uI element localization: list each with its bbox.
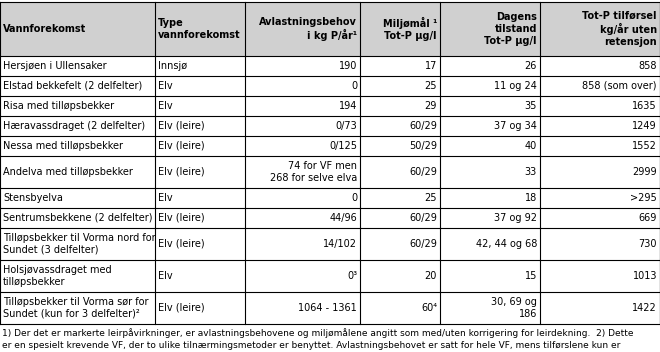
Text: Dagens
tilstand
Tot-P µg/l: Dagens tilstand Tot-P µg/l bbox=[484, 12, 537, 46]
Text: 25: 25 bbox=[424, 193, 437, 203]
Text: 15: 15 bbox=[525, 271, 537, 281]
Text: Risa med tilløpsbekker: Risa med tilløpsbekker bbox=[3, 101, 114, 111]
Text: Elv (leire): Elv (leire) bbox=[158, 213, 205, 223]
Text: Avlastningsbehov
i kg P/år¹: Avlastningsbehov i kg P/år¹ bbox=[259, 17, 357, 41]
Text: 11 og 24: 11 og 24 bbox=[494, 81, 537, 91]
Text: 29: 29 bbox=[424, 101, 437, 111]
Text: 60/29: 60/29 bbox=[409, 121, 437, 131]
Text: 858 (som over): 858 (som over) bbox=[583, 81, 657, 91]
Text: >295: >295 bbox=[630, 193, 657, 203]
Text: 17: 17 bbox=[424, 61, 437, 71]
Text: 0: 0 bbox=[351, 193, 357, 203]
Text: Elv (leire): Elv (leire) bbox=[158, 167, 205, 177]
Text: 1552: 1552 bbox=[632, 141, 657, 151]
Text: 60⁴: 60⁴ bbox=[421, 303, 437, 313]
Text: Tot-P tilførsel
kg/år uten
retensjon: Tot-P tilførsel kg/år uten retensjon bbox=[583, 11, 657, 47]
Text: 0³: 0³ bbox=[347, 271, 357, 281]
Text: 26: 26 bbox=[525, 61, 537, 71]
Text: 1422: 1422 bbox=[632, 303, 657, 313]
Text: Elv: Elv bbox=[158, 101, 173, 111]
Text: Hæravassdraget (2 delfelter): Hæravassdraget (2 delfelter) bbox=[3, 121, 145, 131]
Text: 1013: 1013 bbox=[632, 271, 657, 281]
Text: 40: 40 bbox=[525, 141, 537, 151]
Text: 194: 194 bbox=[339, 101, 357, 111]
Bar bbox=[0, 260, 660, 292]
Bar bbox=[0, 156, 660, 188]
Bar bbox=[0, 116, 660, 136]
Text: Elstad bekkefelt (2 delfelter): Elstad bekkefelt (2 delfelter) bbox=[3, 81, 143, 91]
Text: Tilløpsbekker til Vorma sør for
Sundet (kun for 3 delfelter)²: Tilløpsbekker til Vorma sør for Sundet (… bbox=[3, 297, 148, 319]
Text: Holsjøvassdraget med
tilløpsbekker: Holsjøvassdraget med tilløpsbekker bbox=[3, 265, 112, 287]
Text: 1064 - 1361: 1064 - 1361 bbox=[298, 303, 357, 313]
Text: 42, 44 og 68: 42, 44 og 68 bbox=[476, 239, 537, 249]
Text: 60/29: 60/29 bbox=[409, 213, 437, 223]
Text: 0/73: 0/73 bbox=[335, 121, 357, 131]
Text: Elv (leire): Elv (leire) bbox=[158, 121, 205, 131]
Text: Miljømål ¹
Tot-P µg/l: Miljømål ¹ Tot-P µg/l bbox=[383, 17, 437, 41]
Text: 669: 669 bbox=[639, 213, 657, 223]
Text: 60/29: 60/29 bbox=[409, 167, 437, 177]
Text: 14/102: 14/102 bbox=[323, 239, 357, 249]
Text: 35: 35 bbox=[525, 101, 537, 111]
Text: Stensbyelva: Stensbyelva bbox=[3, 193, 63, 203]
Text: Elv (leire): Elv (leire) bbox=[158, 141, 205, 151]
Text: 74 for VF men
268 for selve elva: 74 for VF men 268 for selve elva bbox=[270, 161, 357, 183]
Text: 0/125: 0/125 bbox=[329, 141, 357, 151]
Text: 60/29: 60/29 bbox=[409, 239, 437, 249]
Bar bbox=[0, 76, 660, 96]
Text: Elv: Elv bbox=[158, 81, 173, 91]
Text: 50/29: 50/29 bbox=[409, 141, 437, 151]
Text: 1) Der det er markerte leirpåvirkninger, er avlastningsbehovene og miljømålene a: 1) Der det er markerte leirpåvirkninger,… bbox=[2, 328, 634, 338]
Bar bbox=[0, 228, 660, 260]
Text: 37 og 92: 37 og 92 bbox=[494, 213, 537, 223]
Text: 190: 190 bbox=[339, 61, 357, 71]
Text: Elv: Elv bbox=[158, 193, 173, 203]
Text: Vannforekomst: Vannforekomst bbox=[3, 24, 86, 34]
Bar bbox=[0, 2, 660, 56]
Text: Andelva med tilløpsbekker: Andelva med tilløpsbekker bbox=[3, 167, 133, 177]
Text: 1635: 1635 bbox=[632, 101, 657, 111]
Text: Nessa med tilløpsbekker: Nessa med tilløpsbekker bbox=[3, 141, 123, 151]
Text: 33: 33 bbox=[525, 167, 537, 177]
Text: 1249: 1249 bbox=[632, 121, 657, 131]
Bar bbox=[0, 136, 660, 156]
Text: 2999: 2999 bbox=[632, 167, 657, 177]
Text: 18: 18 bbox=[525, 193, 537, 203]
Text: 858: 858 bbox=[638, 61, 657, 71]
Text: 44/96: 44/96 bbox=[329, 213, 357, 223]
Text: 25: 25 bbox=[424, 81, 437, 91]
Bar bbox=[0, 188, 660, 208]
Text: Elv (leire): Elv (leire) bbox=[158, 239, 205, 249]
Bar bbox=[0, 56, 660, 76]
Bar bbox=[0, 96, 660, 116]
Text: Type
vannforekomst: Type vannforekomst bbox=[158, 18, 241, 40]
Text: 30, 69 og
186: 30, 69 og 186 bbox=[491, 297, 537, 319]
Bar bbox=[0, 208, 660, 228]
Text: 20: 20 bbox=[424, 271, 437, 281]
Text: Elv: Elv bbox=[158, 271, 173, 281]
Text: Sentrumsbekkene (2 delfelter): Sentrumsbekkene (2 delfelter) bbox=[3, 213, 152, 223]
Text: Hersjøen i Ullensaker: Hersjøen i Ullensaker bbox=[3, 61, 107, 71]
Text: 730: 730 bbox=[638, 239, 657, 249]
Text: Innsjø: Innsjø bbox=[158, 61, 187, 71]
Bar bbox=[0, 292, 660, 324]
Text: 37 og 34: 37 og 34 bbox=[494, 121, 537, 131]
Text: Elv (leire): Elv (leire) bbox=[158, 303, 205, 313]
Text: 0: 0 bbox=[351, 81, 357, 91]
Text: er en spesielt krevende VF, der to ulike tilnærmingsmetoder er benyttet. Avlastn: er en spesielt krevende VF, der to ulike… bbox=[2, 341, 620, 350]
Text: Tilløpsbekker til Vorma nord for
Sundet (3 delfelter): Tilløpsbekker til Vorma nord for Sundet … bbox=[3, 233, 156, 255]
